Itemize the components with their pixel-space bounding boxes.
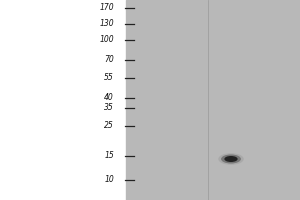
Ellipse shape	[218, 153, 244, 165]
Text: 130: 130	[99, 20, 114, 28]
Ellipse shape	[221, 154, 241, 164]
Text: 25: 25	[104, 121, 114, 130]
Bar	[126, 0, 300, 200]
Text: 35: 35	[104, 104, 114, 112]
Ellipse shape	[224, 156, 238, 162]
Text: 40: 40	[104, 94, 114, 102]
Text: 15: 15	[104, 152, 114, 160]
Text: 70: 70	[104, 55, 114, 64]
Text: 100: 100	[99, 36, 114, 45]
Text: 10: 10	[104, 176, 114, 184]
Text: 170: 170	[99, 3, 114, 12]
Text: 55: 55	[104, 73, 114, 82]
